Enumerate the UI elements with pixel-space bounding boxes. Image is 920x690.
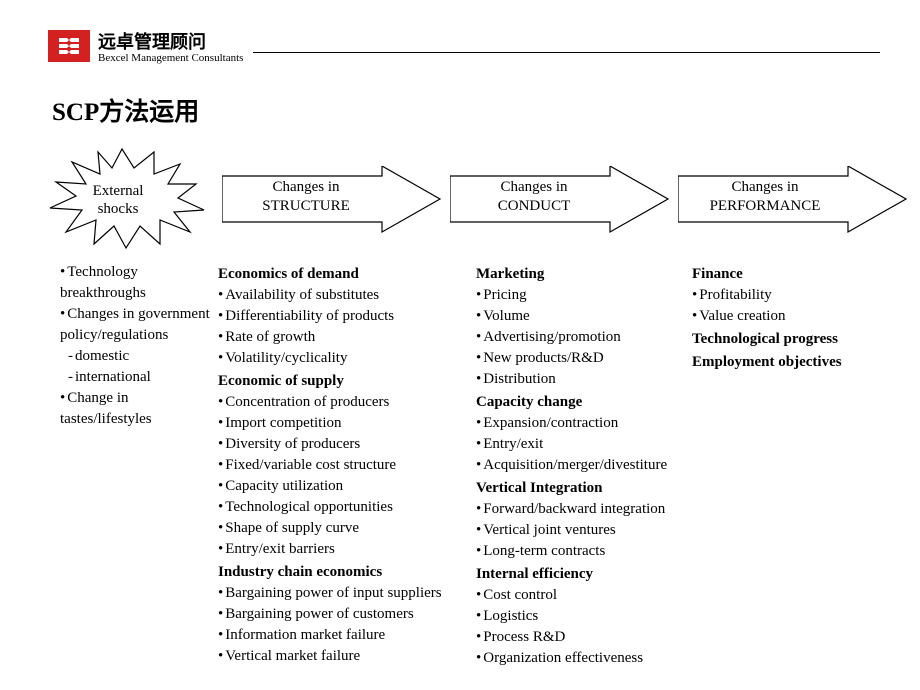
c1-i2: Change in tastes/lifestyles [60, 388, 210, 430]
shapes-row: External shocks Changes in STRUCTURE Cha… [0, 144, 920, 254]
c3-h4: Internal efficiency [476, 564, 696, 585]
c2g2-4: Capacity utilization [218, 476, 468, 497]
c1-s0: domestic [60, 346, 210, 367]
header-rule [253, 52, 880, 53]
a3l1: Changes in [731, 179, 798, 195]
header: 远卓管理顾问 Bexcel Management Consultants [48, 28, 880, 64]
c3g1-4: Distribution [476, 369, 696, 390]
c1-s1: international [60, 367, 210, 388]
c3g1-1: Volume [476, 306, 696, 327]
c3g2-0: Expansion/contraction [476, 413, 696, 434]
arrow-conduct-label: Changes in CONDUCT [464, 178, 604, 216]
col-external: Technology breakthroughs Changes in gove… [60, 262, 210, 430]
c3g1-2: Advertising/promotion [476, 327, 696, 348]
page-title: SCP方法运用 [52, 92, 199, 128]
c2-g1: Availability of substitutes Differentiab… [218, 285, 468, 369]
c3g2-1: Entry/exit [476, 434, 696, 455]
c4-h1: Finance [692, 264, 892, 285]
c4g1-0: Profitability [692, 285, 892, 306]
c3-h3: Vertical Integration [476, 478, 696, 499]
c2g2-6: Shape of supply curve [218, 518, 468, 539]
c4-h2: Technological progress [692, 329, 892, 350]
logo-icon [48, 30, 90, 62]
c3g1-3: New products/R&D [476, 348, 696, 369]
col-conduct: Marketing Pricing Volume Advertising/pro… [476, 262, 696, 669]
brand-cn: 远卓管理顾问 [98, 28, 243, 54]
a2l2: CONDUCT [498, 198, 571, 214]
c3g3-0: Forward/backward integration [476, 499, 696, 520]
star-line2: shocks [98, 201, 139, 217]
c3g2-2: Acquisition/merger/divestiture [476, 455, 696, 476]
c2g2-7: Entry/exit barriers [218, 539, 468, 560]
c2g3-3: Vertical market failure [218, 646, 468, 667]
c3g3-2: Long-term contracts [476, 541, 696, 562]
c3g3-1: Vertical joint ventures [476, 520, 696, 541]
c3g4-0: Cost control [476, 585, 696, 606]
c2g1-1: Differentiability of products [218, 306, 468, 327]
c3g4-2: Process R&D [476, 627, 696, 648]
col-performance: Finance Profitability Value creation Tec… [692, 262, 892, 373]
c2g3-1: Bargaining power of customers [218, 604, 468, 625]
c2g3-2: Information market failure [218, 625, 468, 646]
c2-h3: Industry chain economics [218, 562, 468, 583]
c2g2-1: Import competition [218, 413, 468, 434]
c3g4-3: Organization effectiveness [476, 648, 696, 669]
c2-h2: Economic of supply [218, 371, 468, 392]
c2g2-3: Fixed/variable cost structure [218, 455, 468, 476]
c1-i1: Changes in government policy/regulations [60, 304, 210, 346]
c3-h1: Marketing [476, 264, 696, 285]
c2g1-2: Rate of growth [218, 327, 468, 348]
c2g2-0: Concentration of producers [218, 392, 468, 413]
c2g1-0: Availability of substitutes [218, 285, 468, 306]
c2-g2: Concentration of producers Import compet… [218, 392, 468, 560]
a3l2: PERFORMANCE [710, 198, 821, 214]
c4-h3: Employment objectives [692, 352, 892, 373]
c1-i0: Technology breakthroughs [60, 262, 210, 304]
c2-g3: Bargaining power of input suppliers Barg… [218, 583, 468, 667]
col-structure: Economics of demand Availability of subs… [218, 262, 468, 667]
c2g2-2: Diversity of producers [218, 434, 468, 455]
c2-h1: Economics of demand [218, 264, 468, 285]
a2l1: Changes in [500, 179, 567, 195]
star-line1: External [93, 183, 144, 199]
c3-h2: Capacity change [476, 392, 696, 413]
brand-en: Bexcel Management Consultants [98, 52, 243, 64]
c2g2-5: Technological opportunities [218, 497, 468, 518]
c4g1-1: Value creation [692, 306, 892, 327]
c3g1-0: Pricing [476, 285, 696, 306]
star-label: External shocks [68, 182, 168, 218]
a1l1: Changes in [272, 179, 339, 195]
brand-block: 远卓管理顾问 Bexcel Management Consultants [98, 28, 243, 64]
c3g4-1: Logistics [476, 606, 696, 627]
arrow-performance-label: Changes in PERFORMANCE [690, 178, 840, 216]
c2g3-0: Bargaining power of input suppliers [218, 583, 468, 604]
a1l2: STRUCTURE [262, 198, 350, 214]
c2g1-3: Volatility/cyclicality [218, 348, 468, 369]
arrow-structure-label: Changes in STRUCTURE [236, 178, 376, 216]
